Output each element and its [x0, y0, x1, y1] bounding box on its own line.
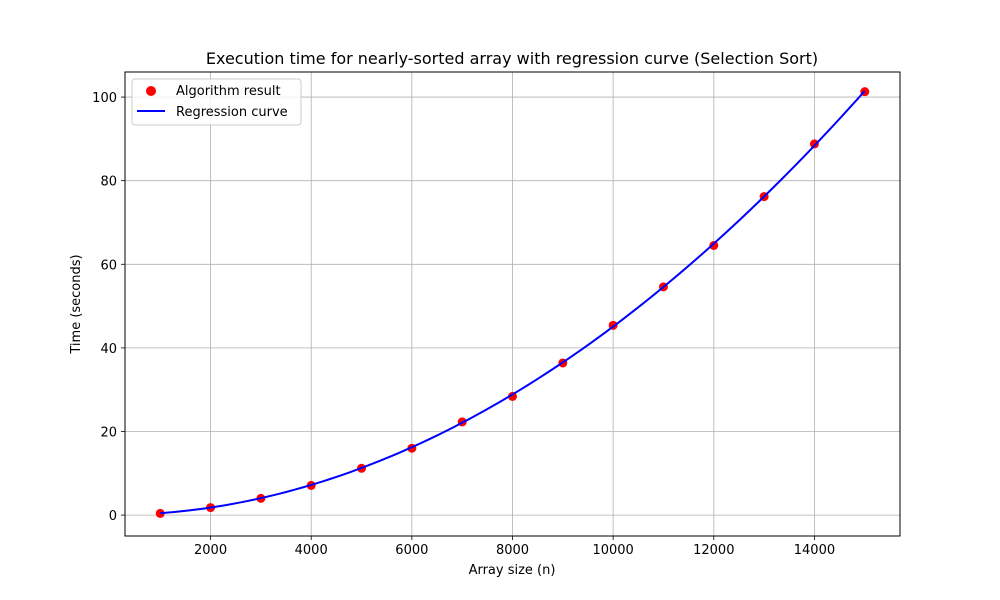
y-tick-label: 0 [109, 509, 117, 524]
y-axis-label: Time (seconds) [69, 254, 84, 354]
y-tick-label: 80 [100, 175, 117, 190]
y-tick-label: 40 [100, 342, 117, 357]
legend-label-algorithm-result: Algorithm result [176, 84, 281, 99]
data-point [809, 139, 819, 149]
legend: Algorithm result Regression curve [131, 78, 302, 126]
y-tick-label: 100 [92, 91, 117, 106]
x-tick-label: 8000 [496, 543, 529, 558]
x-tick-label: 14000 [794, 543, 835, 558]
x-axis-label: Array size (n) [469, 563, 556, 578]
data-point [155, 508, 165, 518]
legend-box [131, 78, 302, 126]
x-axis-ticks: 2000 4000 6000 8000 10000 12000 14000 [194, 536, 835, 558]
x-tick-label: 6000 [395, 543, 428, 558]
x-tick-label: 2000 [194, 543, 227, 558]
y-axis-ticks: 0 20 40 60 80 100 [92, 91, 125, 524]
regression-curve-line [160, 90, 866, 515]
legend-label-regression-curve: Regression curve [176, 105, 288, 120]
x-tick-label: 4000 [295, 543, 328, 558]
y-tick-label: 60 [100, 258, 117, 273]
grid-lines [125, 72, 900, 536]
data-point [709, 240, 719, 250]
series [155, 87, 870, 518]
x-tick-label: 12000 [693, 543, 734, 558]
legend-marker-algorithm-result [146, 86, 156, 96]
x-tick-label: 10000 [592, 543, 633, 558]
y-tick-label: 20 [100, 425, 117, 440]
chart-title: Execution time for nearly-sorted array w… [206, 49, 818, 68]
